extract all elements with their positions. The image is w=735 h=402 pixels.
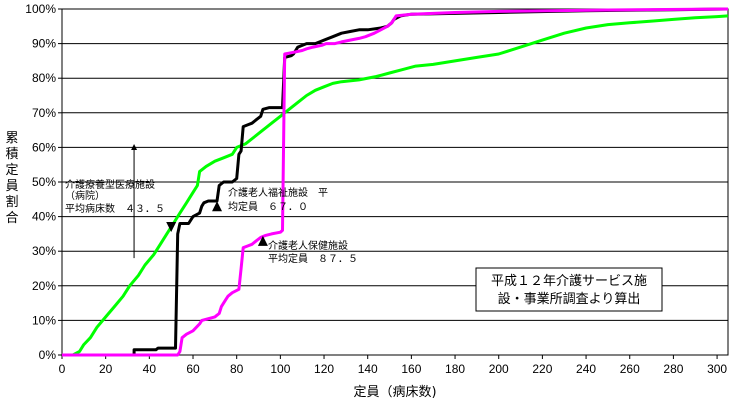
y-tick-label: 90% [32,37,56,51]
x-tick-label: 180 [445,362,465,376]
series-line [62,7,729,357]
x-tick-label: 0 [59,362,66,376]
x-tick-label: 100 [270,362,290,376]
markers [131,143,268,259]
y-tick-label: 40% [32,210,56,224]
x-tick-label: 120 [314,362,334,376]
arrow-head [131,143,138,150]
series-lines [62,7,729,357]
annotation-hoken-line1: 介護老人保健施設 [268,239,348,252]
y-tick-label: 60% [32,140,56,154]
annotation-ryoyo-line1: 介護療養型医療施設 [65,178,155,191]
x-tick-label: 240 [576,362,596,376]
y-axis-title: 累積定員割合 [5,131,18,226]
average-marker [166,221,177,232]
annotation-ryoyo-line3: 平均病床数 ４３．５ [65,202,165,215]
y-tick-label: 0% [39,348,57,362]
x-tick-label: 160 [401,362,421,376]
x-tick-label: 20 [99,362,113,376]
annotation-fukushi-line1: 介護老人福祉施設 平 [228,186,328,199]
series-line [72,14,729,357]
y-tick-label: 100% [25,2,56,16]
y-tick-label: 30% [32,244,56,258]
x-tick-labels: 0 20 40 60 80 100 120 140 160 180 200 220 240 260 280 3… [59,362,728,376]
y-tick-label: 70% [32,106,56,120]
x-axis-title: 定員（病床数) [353,385,436,400]
source-note-line1: 平成１２年介護サービス施 [491,273,647,289]
x-tick-label: 80 [230,362,244,376]
y-tick-labels: 0% 10% 20% 30% 40% 50% 60% 70% 80% 90% 100% [25,2,56,362]
y-tick-label: 10% [32,313,56,327]
annotation-fukushi-line2: 均定員 ６７．０ [228,200,308,213]
annotation-hoken-line2: 平均定員 ８７．５ [268,252,358,265]
x-tick-label: 220 [532,362,552,376]
x-tick-label: 60 [186,362,200,376]
average-marker [212,201,223,212]
x-tick-label: 140 [358,362,378,376]
x-tick-label: 280 [663,362,683,376]
source-note-line2: 設・事業所調査より算出 [498,291,641,307]
annotation-ryoyo-line2: （病院） [65,189,105,202]
grid-lines [58,8,729,359]
y-tick-label: 20% [32,279,56,293]
x-tick-label: 260 [620,362,640,376]
x-tick-label: 40 [143,362,157,376]
x-tick-label: 300 [707,362,727,376]
y-tick-label: 80% [32,71,56,85]
average-marker [257,235,268,246]
x-tick-label: 200 [489,362,509,376]
source-note-box [475,267,663,312]
y-tick-label: 50% [32,175,56,189]
